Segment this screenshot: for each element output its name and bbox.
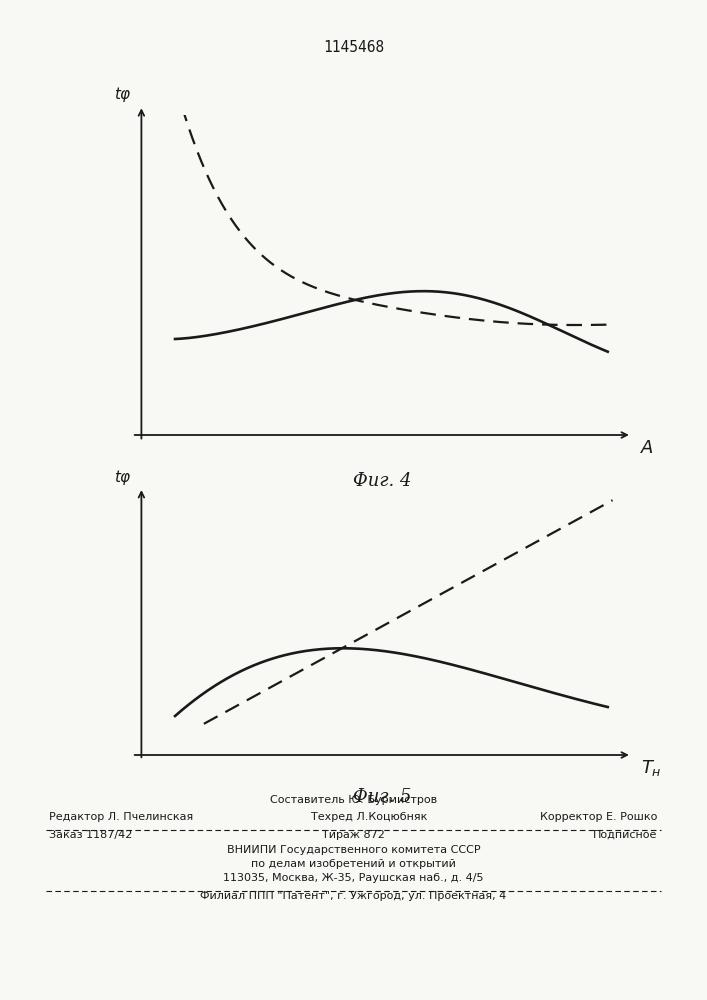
Text: $T_н$: $T_н$ <box>641 758 662 778</box>
Text: A: A <box>641 439 654 457</box>
Text: Φиг. 5: Φиг. 5 <box>353 788 411 806</box>
Text: по делам изобретений и открытий: по делам изобретений и открытий <box>251 859 456 869</box>
Text: Техред Л.Коцюбняк: Техред Л.Коцюбняк <box>311 812 428 822</box>
Text: 113035, Москва, Ж-35, Раушская наб., д. 4/5: 113035, Москва, Ж-35, Раушская наб., д. … <box>223 873 484 883</box>
Text: Редактор Л. Пчелинская: Редактор Л. Пчелинская <box>49 812 194 822</box>
Text: Подписное: Подписное <box>593 830 658 840</box>
Text: Корректор Е. Рошко: Корректор Е. Рошко <box>540 812 658 822</box>
Text: 1145468: 1145468 <box>323 40 384 55</box>
Text: Заказ 1187/42: Заказ 1187/42 <box>49 830 133 840</box>
Text: Филиал ППП "Патент", г. Ужгород, ул. Проектная, 4: Филиал ППП "Патент", г. Ужгород, ул. Про… <box>200 891 507 901</box>
Text: ВНИИПИ Государственного комитета СССР: ВНИИПИ Государственного комитета СССР <box>227 845 480 855</box>
Text: tφ: tφ <box>114 87 130 102</box>
Text: tφ: tφ <box>114 470 130 485</box>
Text: Φиг. 4: Φиг. 4 <box>353 472 411 490</box>
Text: Тираж 872: Тираж 872 <box>322 830 385 840</box>
Text: Составитель Ю. Бурмистров: Составитель Ю. Бурмистров <box>270 795 437 805</box>
